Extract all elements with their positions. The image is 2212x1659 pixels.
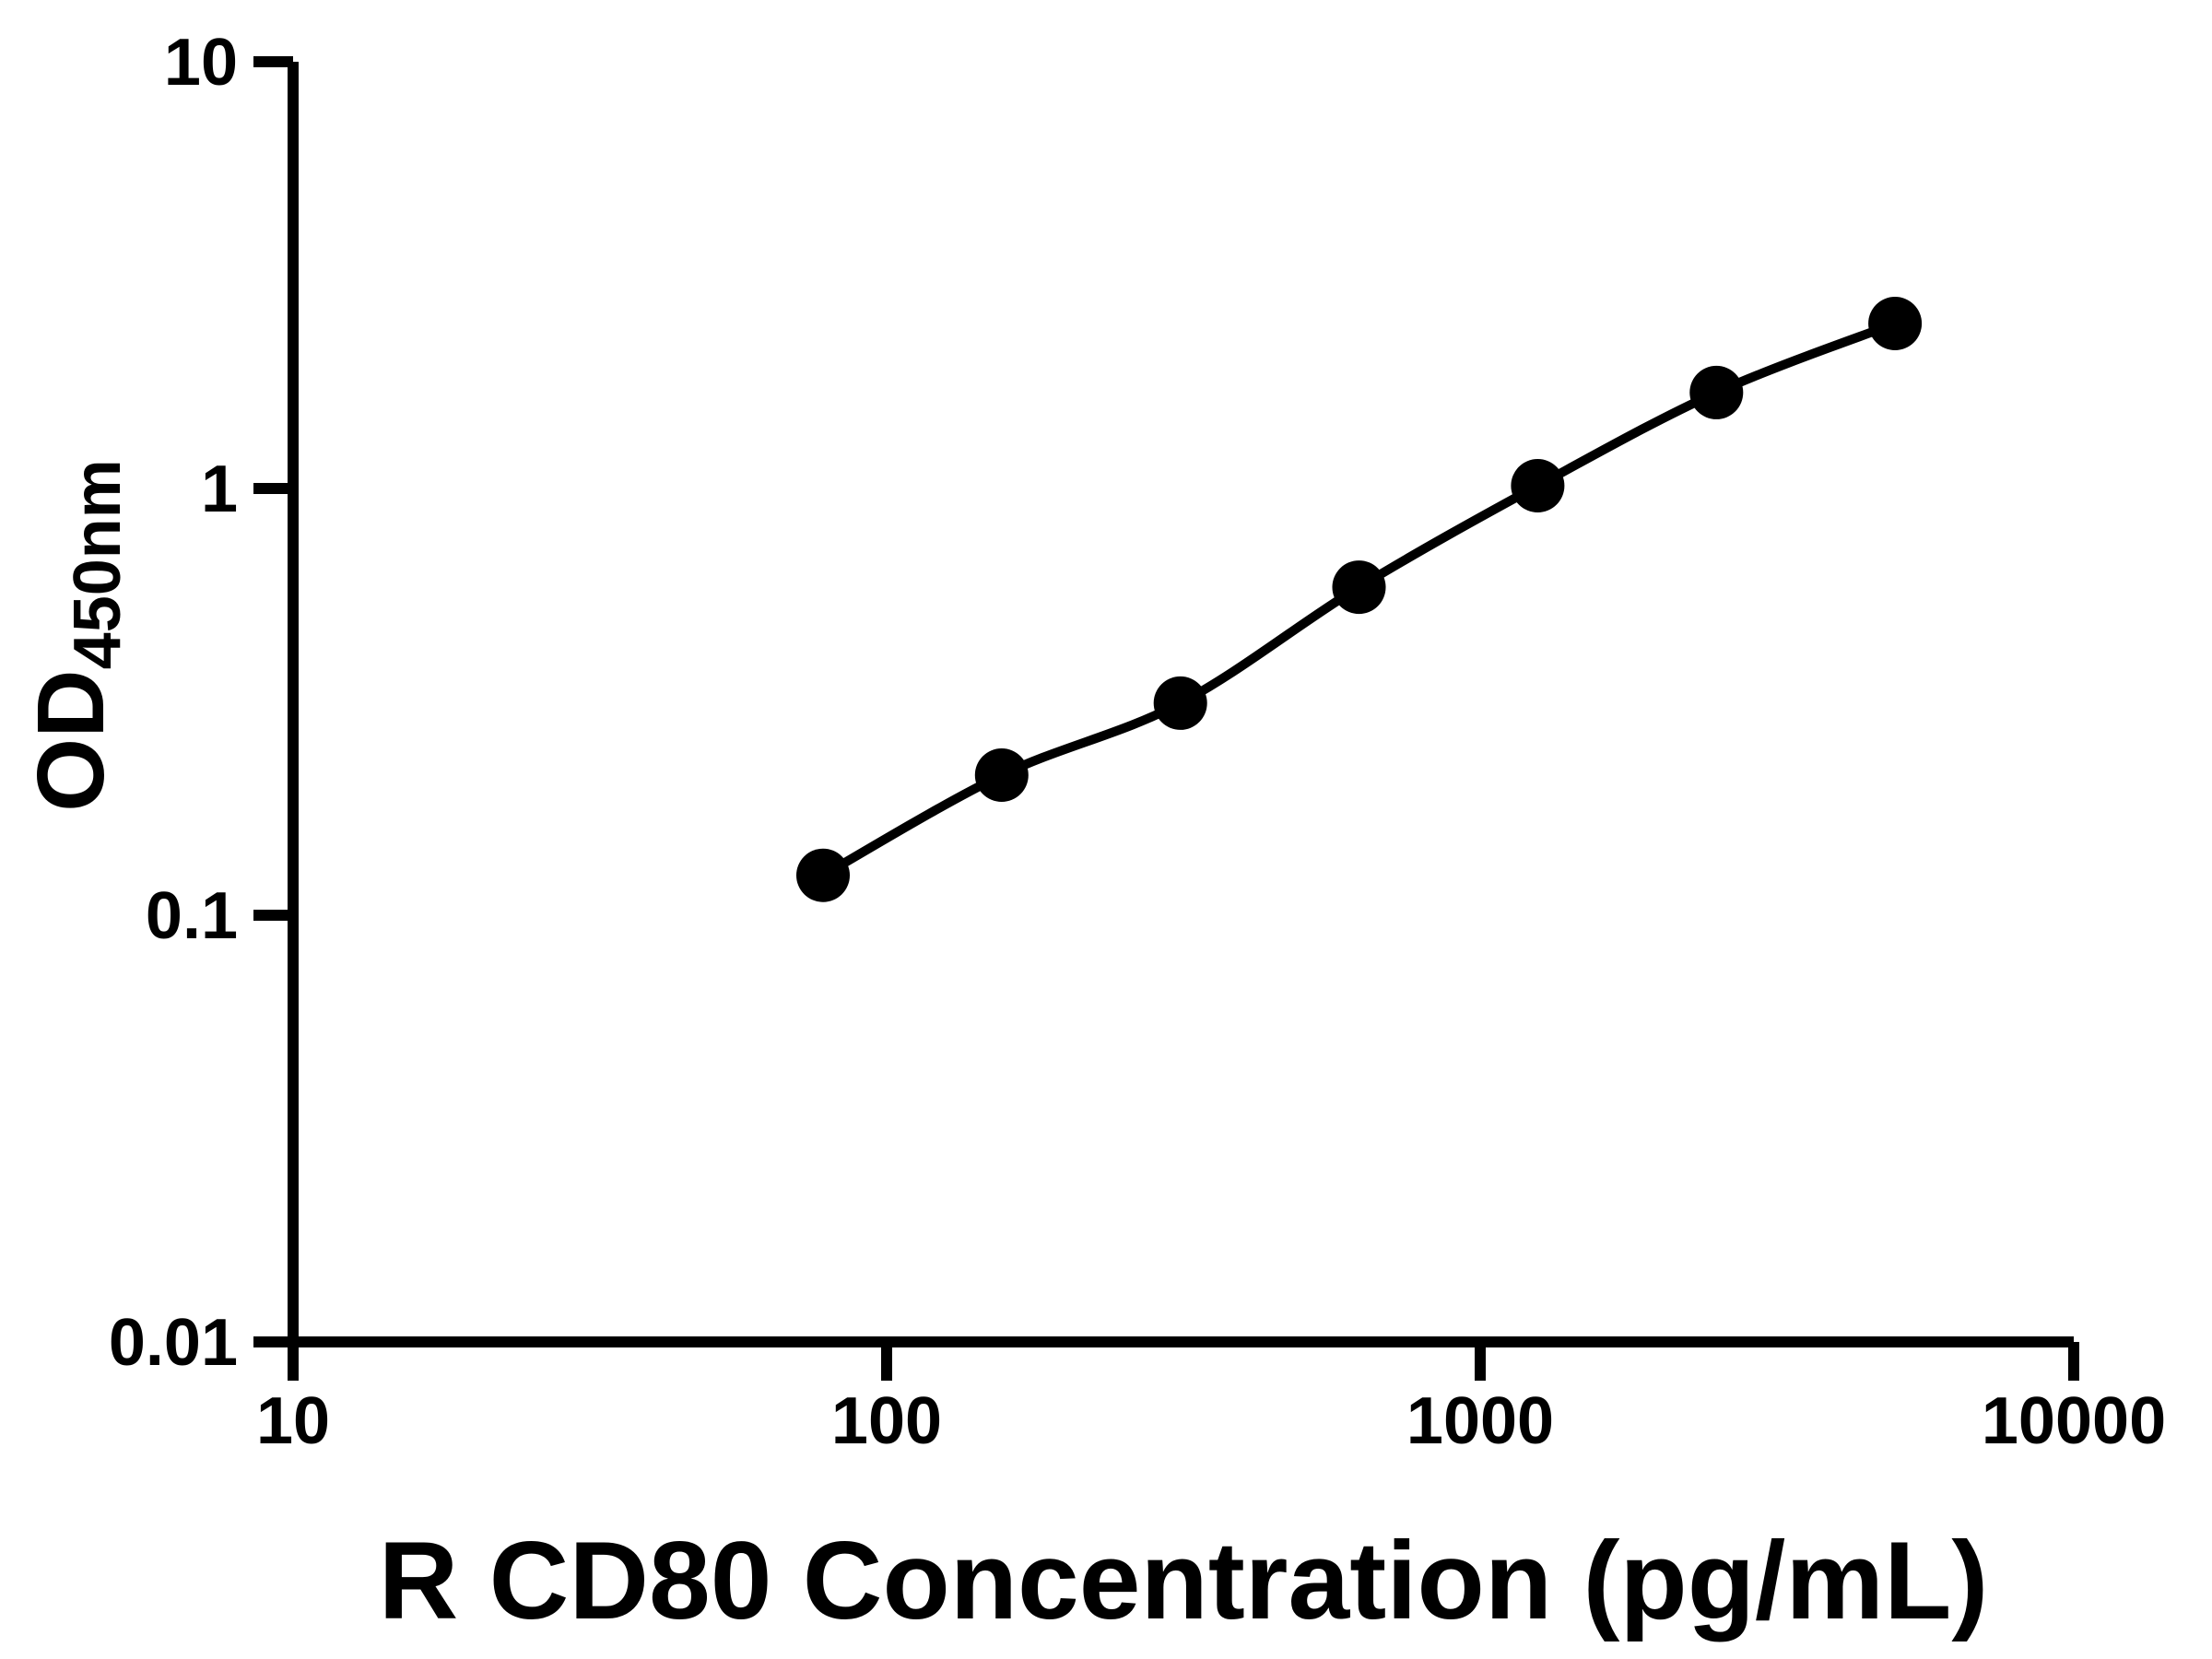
- x-tick-label-100: 100: [831, 1384, 942, 1458]
- y-axis-title: OD450nm: [18, 459, 135, 812]
- data-point-2: [1153, 676, 1207, 730]
- y-tick-label-0.1: 0.1: [146, 879, 238, 953]
- data-point-4: [1511, 459, 1565, 512]
- data-point-0: [796, 848, 850, 902]
- x-tick-label-10000: 10000: [1982, 1384, 2166, 1458]
- x-tick-label-1000: 1000: [1406, 1384, 1554, 1458]
- y-tick-label-1: 1: [201, 453, 238, 526]
- y-axis-title-main: OD: [18, 669, 124, 812]
- data-point-5: [1689, 365, 1744, 419]
- data-point-1: [974, 748, 1029, 802]
- y-axis-title-subscript: 450nm: [61, 459, 135, 669]
- y-tick-label-0.01: 0.01: [109, 1306, 238, 1380]
- x-axis-title: R CD80 Concentration (pg/mL): [379, 1519, 1989, 1642]
- data-point-3: [1332, 560, 1386, 615]
- x-tick-label-10: 10: [256, 1384, 330, 1458]
- y-tick-label-10: 10: [164, 26, 238, 100]
- data-point-6: [1868, 297, 1923, 350]
